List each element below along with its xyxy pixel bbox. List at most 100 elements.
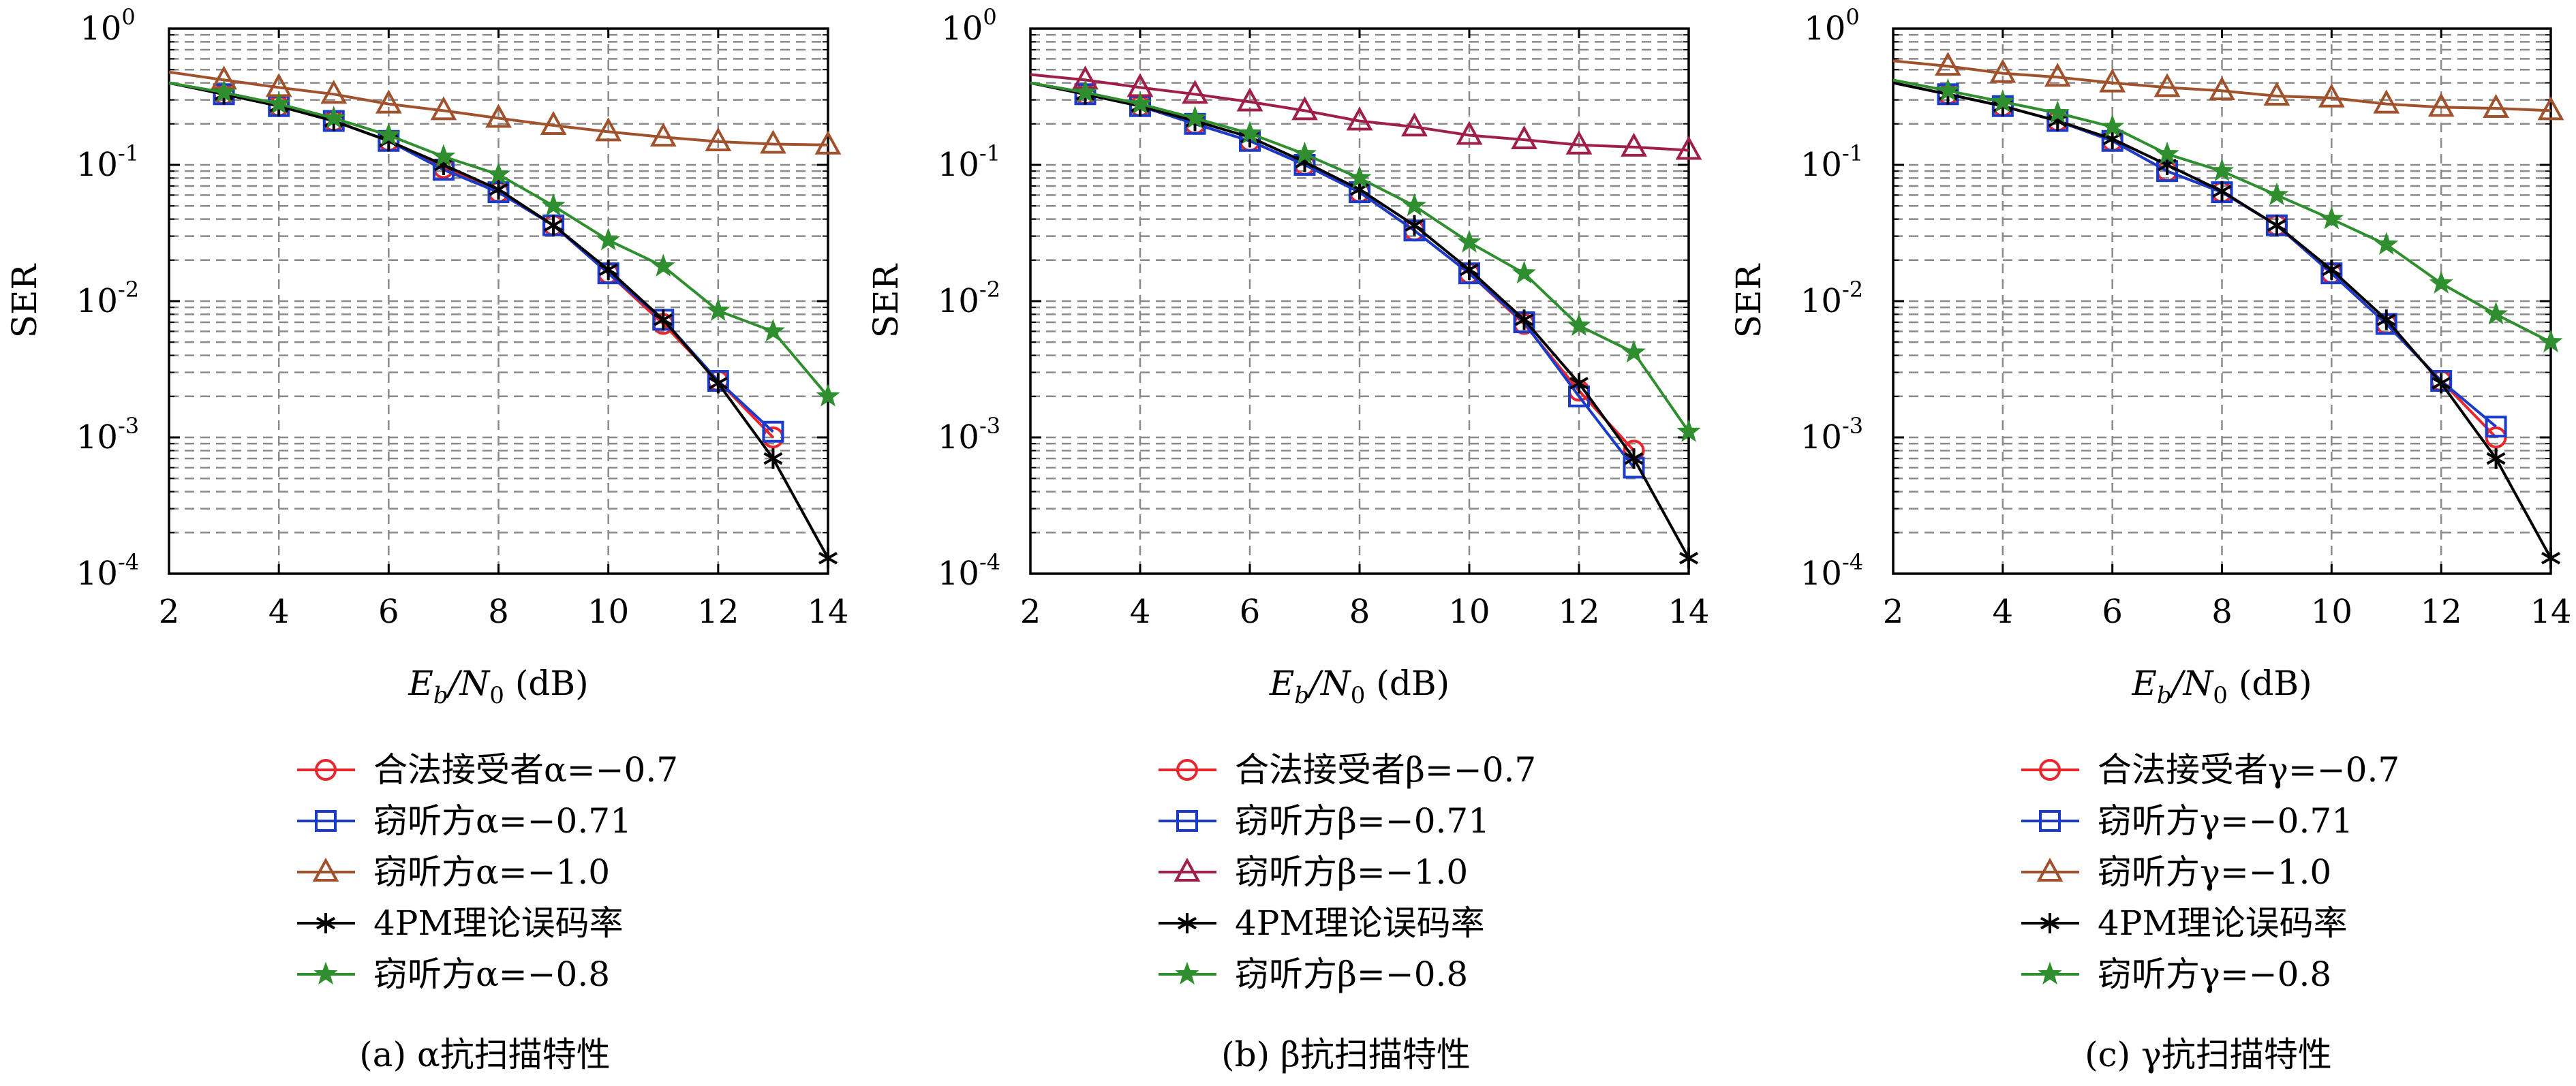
- legend-marker: [312, 857, 339, 882]
- data-point: [2427, 93, 2455, 117]
- data-point: [2212, 181, 2232, 202]
- data-point: [1514, 309, 1534, 330]
- y-tick-label: 10-3: [1800, 413, 1863, 456]
- data-point: [2484, 301, 2509, 325]
- y-tick-label: 10-3: [76, 413, 139, 456]
- x-tick-label: 4: [1993, 593, 2014, 631]
- x-tick-label: 10: [587, 593, 629, 631]
- data-point: [595, 117, 622, 142]
- x-tick-label: 6: [1240, 593, 1261, 631]
- data-point: [266, 91, 291, 114]
- data-point: [598, 259, 618, 280]
- series-line-2: [168, 81, 774, 433]
- legend-label: 窃听方β=−1.0: [1235, 852, 1468, 892]
- data-point: [2374, 232, 2399, 255]
- panel-caption: (a) α抗扫描特性: [359, 1035, 610, 1074]
- series-group: [1030, 65, 1702, 569]
- y-tick-label: 10-3: [938, 413, 1000, 456]
- data-point: [1182, 106, 1208, 129]
- x-tick-label: 8: [1349, 593, 1370, 631]
- panel-1: 2 4 6 8 10 12 14 100 10-1 10-2 10-3 10-4 SER Eb/N0 (d…: [5, 4, 849, 1074]
- data-point: [212, 80, 236, 103]
- y-axis-label: SER: [1729, 263, 1768, 338]
- legend-label: 窃听方γ=−0.8: [2098, 955, 2331, 994]
- legend-label: 窃听方γ=−1.0: [2098, 852, 2331, 892]
- x-tick-label: 12: [1558, 593, 1599, 631]
- legend-label: 4PM理论误码率: [1235, 903, 1485, 943]
- data-point: [1565, 130, 1593, 155]
- data-point: [489, 179, 508, 200]
- ticks: 2 4 6 8 10 12 14 100 10-1 10-2 10-3 10-4: [938, 4, 1710, 631]
- data-point: [430, 96, 457, 121]
- data-point: [596, 228, 621, 251]
- data-point: [375, 89, 402, 114]
- legend-marker: [2039, 759, 2061, 781]
- legend-label: 合法接受者α=−0.7: [373, 750, 678, 790]
- data-point: [1512, 260, 1537, 284]
- plot-frame: [1029, 27, 1690, 575]
- legend: 合法接受者β=−0.7 窃听方β=−0.71 窃听方β=−1.0 4PM理论误码率窃听…: [1159, 750, 1536, 994]
- data-point: [818, 548, 838, 569]
- data-point: [2432, 373, 2451, 394]
- x-tick-label: 12: [2421, 593, 2462, 631]
- legend-marker: [1176, 759, 1198, 781]
- x-tick-label: 14: [1668, 593, 1709, 631]
- legend-marker: [2038, 961, 2062, 984]
- data-point: [2318, 83, 2345, 108]
- x-tick-label: 6: [378, 593, 399, 631]
- y-axis-label: SER: [866, 263, 906, 338]
- data-point: [2373, 89, 2400, 114]
- data-point: [541, 193, 566, 217]
- data-point: [540, 110, 567, 135]
- grid: [169, 29, 828, 574]
- x-axis-label: Eb/N0 (dB): [2131, 664, 2312, 709]
- y-tick-label: 10-1: [76, 140, 139, 184]
- data-point: [1073, 80, 1098, 103]
- plot-frame: [1892, 27, 2552, 575]
- data-point: [2045, 100, 2070, 123]
- legend-marker: [1176, 810, 1198, 832]
- x-tick-label: 14: [2530, 593, 2571, 631]
- data-point: [814, 130, 842, 155]
- data-point: [431, 144, 456, 167]
- data-point: [761, 318, 785, 342]
- legend-label: 4PM理论误码率: [373, 903, 624, 943]
- data-point: [1291, 96, 1318, 121]
- x-axis-label: Eb/N0 (dB): [408, 664, 588, 709]
- legend-label: 窃听方γ=−0.71: [2098, 801, 2353, 841]
- data-point: [2486, 448, 2506, 469]
- data-point: [2429, 270, 2453, 294]
- y-tick-label: 10-2: [1800, 277, 1863, 320]
- data-point: [485, 104, 512, 128]
- x-tick-label: 14: [807, 593, 848, 631]
- data-point: [1457, 230, 1482, 253]
- legend-label: 窃听方α=−0.8: [373, 955, 610, 994]
- series-group: [168, 65, 842, 569]
- data-point: [2099, 68, 2126, 93]
- data-point: [1935, 78, 1960, 102]
- plot-frame: [168, 27, 829, 575]
- data-point: [649, 123, 677, 147]
- data-point: [1567, 313, 1591, 336]
- series-line-3: [1030, 73, 1689, 152]
- data-point: [2267, 215, 2286, 236]
- series-line-1: [1030, 81, 1635, 452]
- legend-marker: [1178, 913, 1197, 933]
- data-point: [2155, 141, 2179, 165]
- x-tick-label: 6: [2102, 593, 2123, 631]
- x-tick-label: 12: [697, 593, 739, 631]
- data-point: [1991, 89, 2015, 112]
- data-point: [1405, 215, 1424, 236]
- data-point: [762, 420, 784, 443]
- data-point: [1347, 165, 1372, 189]
- y-tick-label: 10-1: [938, 140, 1000, 184]
- data-point: [1621, 132, 1647, 157]
- x-tick-label: 2: [1020, 593, 1041, 631]
- data-point: [2376, 309, 2396, 330]
- data-point: [2539, 329, 2563, 353]
- data-point: [1569, 373, 1589, 394]
- data-point: [2153, 73, 2181, 97]
- data-point: [1456, 121, 1483, 145]
- data-point: [1182, 80, 1208, 104]
- data-point: [322, 106, 346, 129]
